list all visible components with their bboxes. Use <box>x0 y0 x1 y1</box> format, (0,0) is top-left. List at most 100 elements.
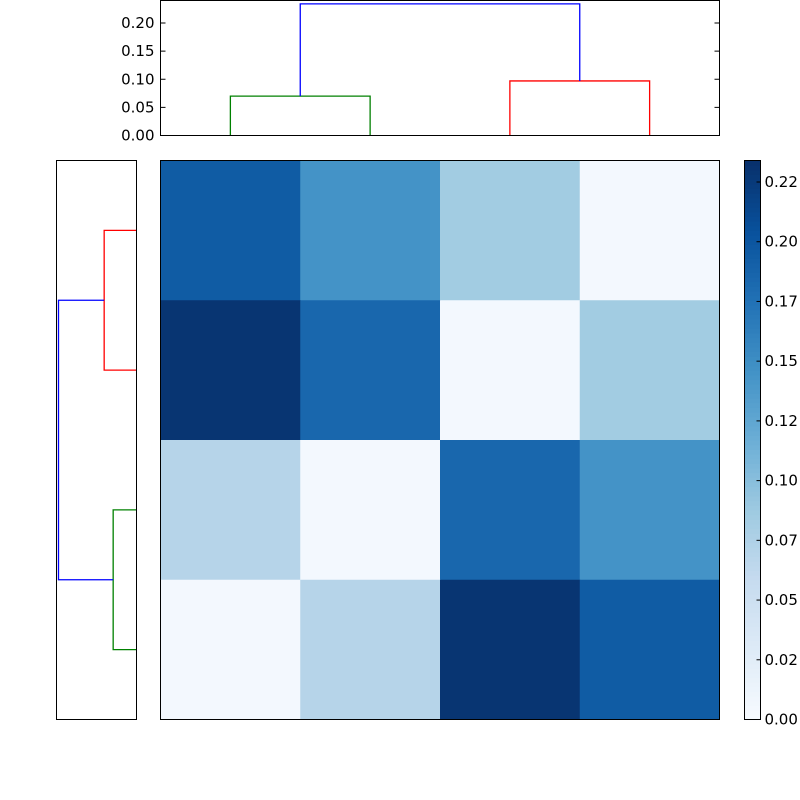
colorbar-strip <box>744 668 761 674</box>
colorbar-strip <box>744 467 761 474</box>
heatmap-axes <box>160 160 720 720</box>
colorbar-tick-label: 0.02 <box>765 651 798 669</box>
top-y-tick-label: 0.00 <box>121 127 154 145</box>
colorbar-strip <box>744 197 761 204</box>
colorbar-strip <box>744 495 761 502</box>
colorbar-strip <box>744 412 761 418</box>
colorbar-gradient <box>744 160 761 721</box>
colorbar-strip <box>744 686 761 693</box>
colorbar-strip <box>744 179 761 185</box>
colorbar-strip <box>744 304 761 311</box>
colorbar-strip <box>744 351 761 357</box>
colorbar-strip <box>744 579 761 586</box>
colorbar-strip <box>744 617 761 623</box>
colorbar-strip <box>744 360 761 367</box>
colorbar-strip <box>744 700 761 707</box>
colorbar-strip <box>744 519 761 525</box>
top-dendrogram-links <box>229 3 651 136</box>
colorbar-strip <box>744 230 761 236</box>
colorbar-strip <box>744 267 761 273</box>
colorbar-strip <box>744 682 761 688</box>
colorbar-strip <box>744 500 761 506</box>
colorbar-strip <box>744 374 761 381</box>
top-y-tick-label: 0.20 <box>121 14 154 32</box>
colorbar-strip <box>744 356 761 362</box>
colorbar-strip <box>744 533 761 539</box>
colorbar-strip <box>744 598 761 604</box>
colorbar-strip <box>744 603 761 609</box>
colorbar-strip <box>744 290 761 297</box>
colorbar-strip <box>744 426 761 432</box>
colorbar-strip <box>744 449 761 455</box>
colorbar-strip <box>744 183 761 190</box>
colorbar-strip <box>744 207 761 213</box>
heatmap-cell <box>440 440 581 581</box>
colorbar-strip <box>744 630 761 637</box>
colorbar-strip <box>744 710 761 716</box>
colorbar-strip <box>744 211 761 217</box>
colorbar-strip <box>744 621 761 627</box>
colorbar-strip <box>744 453 761 460</box>
colorbar-strip <box>744 593 761 599</box>
colorbar-strip <box>744 440 761 446</box>
colorbar-strip <box>744 202 761 208</box>
heatmap-cell <box>440 160 581 301</box>
colorbar-strip <box>744 430 761 436</box>
colorbar-strip <box>744 481 761 488</box>
colorbar-strip <box>744 379 761 385</box>
heatmap-cell <box>300 300 441 441</box>
colorbar-strip <box>744 575 761 581</box>
colorbar-tick-label: 0.17 <box>765 292 798 310</box>
colorbar-strip <box>744 388 761 395</box>
heatmap-cell <box>300 440 441 581</box>
top-dendrogram-y-ticks: 0.00 0.05 0.10 0.15 0.20 <box>121 14 720 145</box>
colorbar-strip <box>744 249 761 255</box>
colorbar-strip <box>744 463 761 469</box>
colorbar-strip <box>744 314 761 320</box>
colorbar-frame <box>744 160 761 720</box>
heatmap-cell <box>160 160 301 301</box>
colorbar-strip <box>744 654 761 660</box>
heatmap-cell <box>300 579 441 720</box>
heatmap-cell <box>579 160 720 301</box>
colorbar-strip <box>744 384 761 390</box>
colorbar-strip <box>744 193 761 199</box>
colorbar-strip <box>744 160 761 166</box>
left-dendrogram-axes <box>56 160 137 720</box>
colorbar-strip <box>744 561 761 567</box>
heatmap-cell <box>440 579 581 720</box>
colorbar-strip <box>744 276 761 283</box>
heatmap-cell <box>579 579 720 720</box>
colorbar-tick-label: 0.05 <box>765 591 798 609</box>
colorbar-strip <box>744 677 761 683</box>
colorbar-strip <box>744 262 761 269</box>
colorbar-strip <box>744 696 761 702</box>
heatmap-frame <box>160 160 720 720</box>
colorbar-strip <box>744 398 761 404</box>
heatmap-cell <box>160 579 301 720</box>
colorbar-strip <box>744 300 761 306</box>
colorbar-strip <box>744 607 761 613</box>
heatmap-cell <box>160 300 301 441</box>
colorbar-strip <box>744 472 761 478</box>
colorbar-strip <box>744 258 761 264</box>
colorbar-strip <box>744 491 761 497</box>
colorbar-strip <box>744 188 761 194</box>
colorbar-strip <box>744 221 761 227</box>
left-dendrogram-frame <box>56 160 137 720</box>
colorbar-strip <box>744 272 761 278</box>
colorbar-tick-label: 0.20 <box>765 233 798 251</box>
colorbar-strip <box>744 253 761 259</box>
top-y-tick-label: 0.10 <box>121 70 154 88</box>
colorbar-strip <box>744 370 761 376</box>
colorbar-strip <box>744 244 761 250</box>
left-dendrogram-link <box>112 509 137 651</box>
colorbar-strip <box>744 169 761 176</box>
colorbar-strip <box>744 365 761 371</box>
colorbar-strip <box>744 393 761 399</box>
colorbar-strip <box>744 216 761 222</box>
colorbar-strip <box>744 551 761 558</box>
heatmap-cell <box>579 440 720 581</box>
colorbar-strip <box>744 458 761 464</box>
colorbar-strip <box>744 705 761 711</box>
